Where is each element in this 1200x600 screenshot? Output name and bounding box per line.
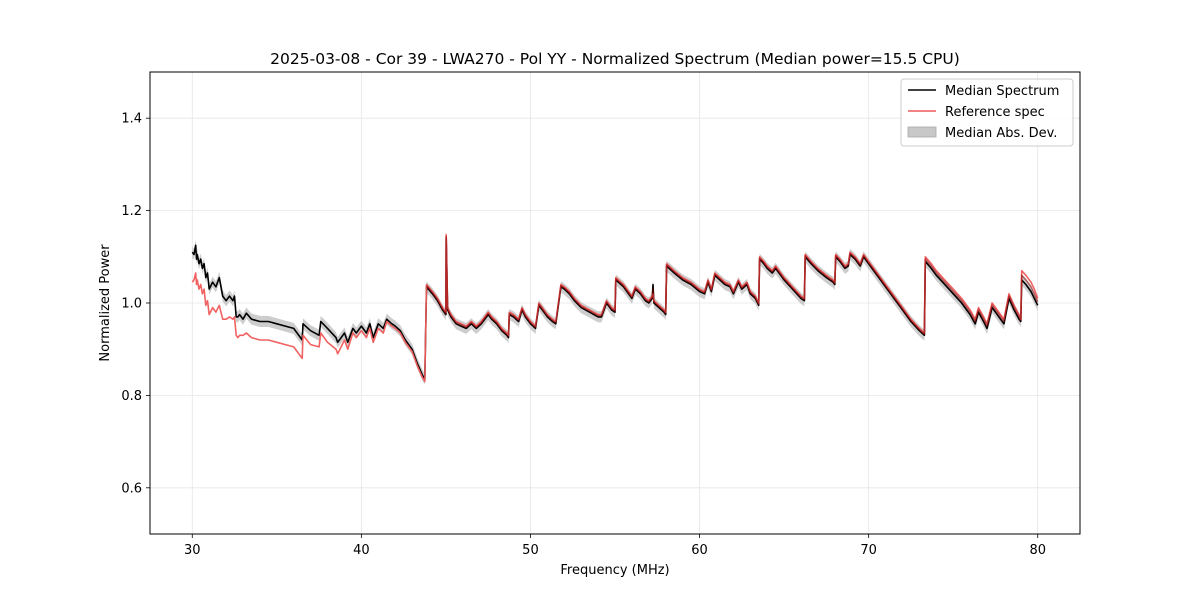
chart-title: 2025-03-08 - Cor 39 - LWA270 - Pol YY - … bbox=[270, 50, 960, 68]
legend: Median Spectrum Reference spec Median Ab… bbox=[900, 78, 1074, 147]
series-layer bbox=[191, 233, 1039, 383]
overlap-line bbox=[425, 235, 1039, 338]
y-axis-label: Normalized Power bbox=[98, 244, 113, 362]
y-tick-label: 1.2 bbox=[121, 204, 142, 219]
tick-layer: 30 40 50 60 70 80 0.6 0.8 1.0 1.2 1.4 bbox=[121, 112, 1046, 558]
y-tick-label: 1.0 bbox=[121, 297, 142, 312]
x-tick-label: 50 bbox=[522, 543, 539, 558]
x-tick-label: 70 bbox=[860, 543, 877, 558]
legend-box bbox=[900, 78, 1074, 147]
x-tick-label: 80 bbox=[1029, 543, 1046, 558]
x-tick-label: 30 bbox=[184, 543, 201, 558]
legend-median-label: Median Spectrum bbox=[945, 84, 1059, 99]
x-axis-label: Frequency (MHz) bbox=[560, 563, 669, 578]
x-tick-label: 40 bbox=[353, 543, 370, 558]
y-tick-label: 1.4 bbox=[121, 112, 142, 127]
legend-reference-label: Reference spec bbox=[945, 105, 1045, 120]
legend-mad-swatch bbox=[907, 126, 937, 138]
y-tick-label: 0.8 bbox=[121, 389, 142, 404]
legend-mad-label: Median Abs. Dev. bbox=[945, 126, 1057, 141]
x-tick-label: 60 bbox=[691, 543, 708, 558]
y-tick-label: 0.6 bbox=[121, 481, 142, 496]
